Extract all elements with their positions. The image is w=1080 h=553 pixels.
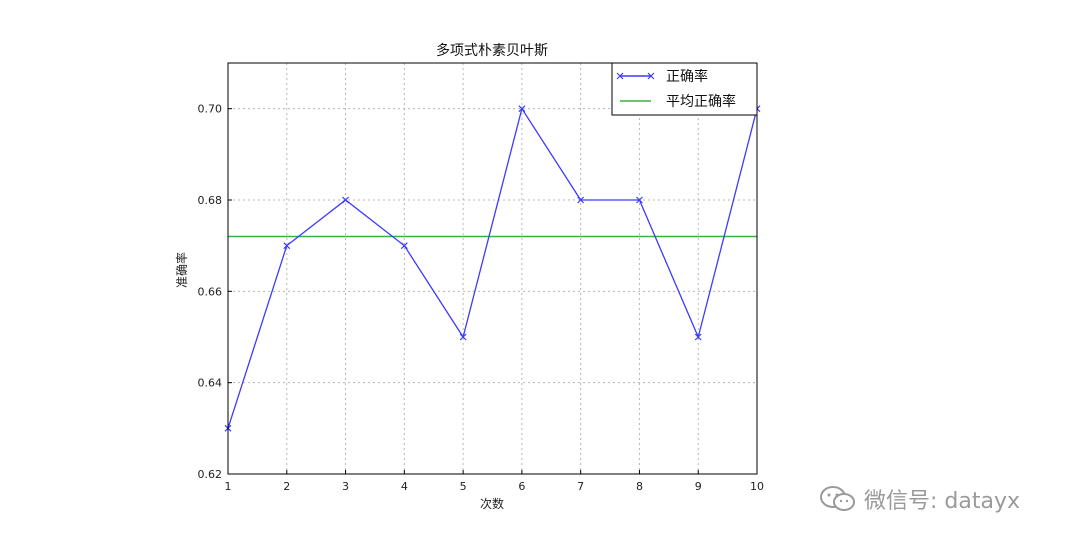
watermark: 微信号: datayx [818, 482, 1020, 516]
watermark-text: 微信号: datayx [864, 489, 1020, 514]
y-axis-label: 准确率 [174, 252, 189, 288]
accuracy-point [577, 196, 585, 204]
accuracy-point [694, 333, 702, 341]
x-tick-label: 4 [401, 480, 408, 493]
y-tick-label: 0.70 [198, 103, 223, 116]
accuracy-series-layer [224, 105, 761, 432]
chart-title: 多项式朴素贝叶斯 [436, 42, 548, 59]
legend: 正确率 平均正确率 [611, 62, 758, 116]
x-tick-label: 7 [577, 480, 584, 493]
plot-frame [227, 62, 758, 475]
x-tick-label: 3 [342, 480, 349, 493]
accuracy-point [518, 105, 526, 113]
y-tick-label: 0.64 [198, 377, 223, 390]
x-tick-label: 5 [460, 480, 467, 493]
accuracy-point [400, 242, 408, 250]
x-tick-label: 6 [518, 480, 525, 493]
x-tick-label: 10 [750, 480, 764, 493]
legend-accuracy-label: 正确率 [666, 68, 708, 85]
x-tick-label: 9 [695, 480, 702, 493]
legend-average-label: 平均正确率 [666, 93, 736, 110]
x-tick-label: 2 [283, 480, 290, 493]
accuracy-point [283, 242, 291, 250]
y-tick-label: 0.68 [198, 194, 223, 207]
accuracy-line [227, 107, 758, 429]
accuracy-point [459, 333, 467, 341]
y-ticks: 0.62 0.64 0.66 0.68 0.70 [198, 103, 232, 481]
x-tick-label: 8 [636, 480, 643, 493]
legend-accuracy-marker [616, 72, 655, 80]
y-tick-label: 0.62 [198, 468, 223, 481]
x-ticks: 1 2 3 4 5 6 7 8 9 10 [225, 470, 764, 493]
y-tick-label: 0.66 [198, 285, 223, 298]
x-tick-label: 1 [225, 480, 232, 493]
accuracy-point [342, 196, 349, 204]
wechat-icon [820, 486, 855, 511]
x-axis-label: 次数 [480, 496, 504, 511]
grid [227, 63, 758, 475]
legend-box [611, 62, 758, 116]
accuracy-point [636, 196, 643, 204]
